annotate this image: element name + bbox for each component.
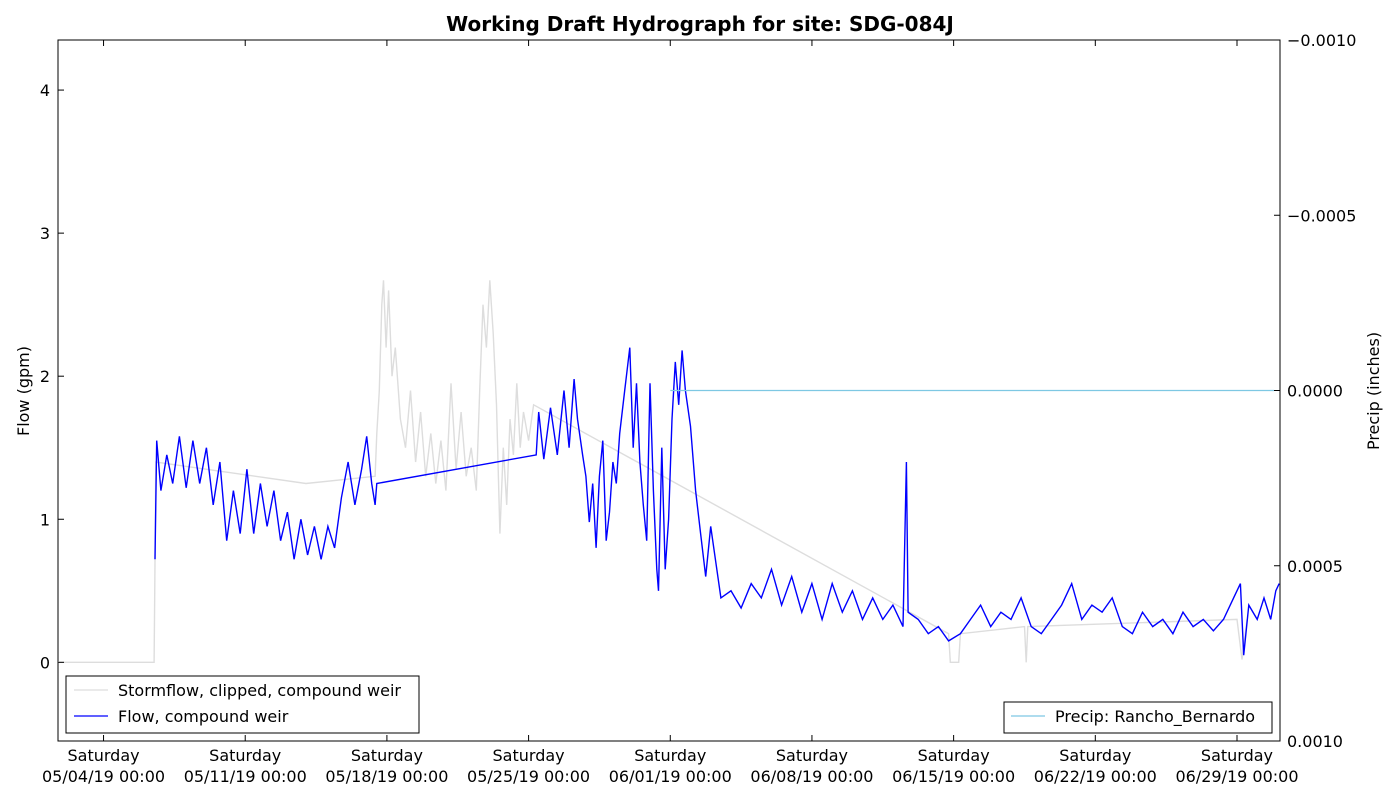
y2-tick-label: 0.0005 bbox=[1287, 557, 1343, 576]
x-tick-label: 05/04/19 00:00 bbox=[42, 767, 165, 786]
legend-flow-box bbox=[65, 675, 420, 734]
axes-layer: Saturday 05/04/19 00:00 Saturday 05/11/19 0… bbox=[40, 31, 1357, 786]
x-tick-label: 06/08/19 00:00 bbox=[750, 767, 873, 786]
legend-precip-label: Precip: Rancho_Bernardo bbox=[1055, 707, 1255, 727]
y-tick-label: 2 bbox=[40, 367, 50, 386]
x-tick-label: 05/18/19 00:00 bbox=[325, 767, 448, 786]
y2-tick-label: 0.0000 bbox=[1287, 382, 1343, 401]
y2-tick-label: −0.0010 bbox=[1287, 31, 1356, 50]
chart-title: Working Draft Hydrograph for site: SDG-0… bbox=[446, 12, 954, 36]
x-tick-weekday: Saturday bbox=[493, 746, 565, 765]
x-tick-label: 06/29/19 00:00 bbox=[1175, 767, 1298, 786]
y2-tick-label: −0.0005 bbox=[1287, 206, 1356, 225]
legend-precip-box bbox=[1003, 701, 1273, 734]
x-tick-label: 06/01/19 00:00 bbox=[609, 767, 732, 786]
stormflow-series-line bbox=[58, 280, 1248, 663]
x-tick-weekday: Saturday bbox=[1059, 746, 1131, 765]
x-tick-label: 05/11/19 00:00 bbox=[184, 767, 307, 786]
flow-series-line bbox=[154, 347, 1280, 656]
y-tick-label: 0 bbox=[40, 653, 50, 672]
x-tick-weekday: Saturday bbox=[67, 746, 139, 765]
x-tick-weekday: Saturday bbox=[1201, 746, 1273, 765]
x-tick-label: 06/22/19 00:00 bbox=[1034, 767, 1157, 786]
y2-tick-label: 0.0010 bbox=[1287, 732, 1343, 751]
legend-stormflow-label: Stormflow, clipped, compound weir bbox=[118, 681, 401, 700]
legend-flow: Stormflow, clipped, compound weir Flow, … bbox=[65, 675, 420, 734]
x-tick-weekday: Saturday bbox=[776, 746, 848, 765]
y-tick-label: 3 bbox=[40, 224, 50, 243]
x-tick-label: 06/15/19 00:00 bbox=[892, 767, 1015, 786]
x-tick-label: 05/25/19 00:00 bbox=[467, 767, 590, 786]
y-tick-label: 1 bbox=[40, 510, 50, 529]
legend-precip: Precip: Rancho_Bernardo bbox=[1003, 701, 1273, 734]
y2-axis-label: Precip (inches) bbox=[1364, 332, 1383, 450]
x-tick-weekday: Saturday bbox=[918, 746, 990, 765]
x-tick-weekday: Saturday bbox=[351, 746, 423, 765]
y-tick-label: 4 bbox=[40, 81, 50, 100]
y-axis-label: Flow (gpm) bbox=[14, 346, 33, 436]
x-tick-weekday: Saturday bbox=[634, 746, 706, 765]
series-layer bbox=[58, 280, 1280, 663]
x-tick-weekday: Saturday bbox=[209, 746, 281, 765]
legend-flow-label: Flow, compound weir bbox=[118, 707, 289, 726]
